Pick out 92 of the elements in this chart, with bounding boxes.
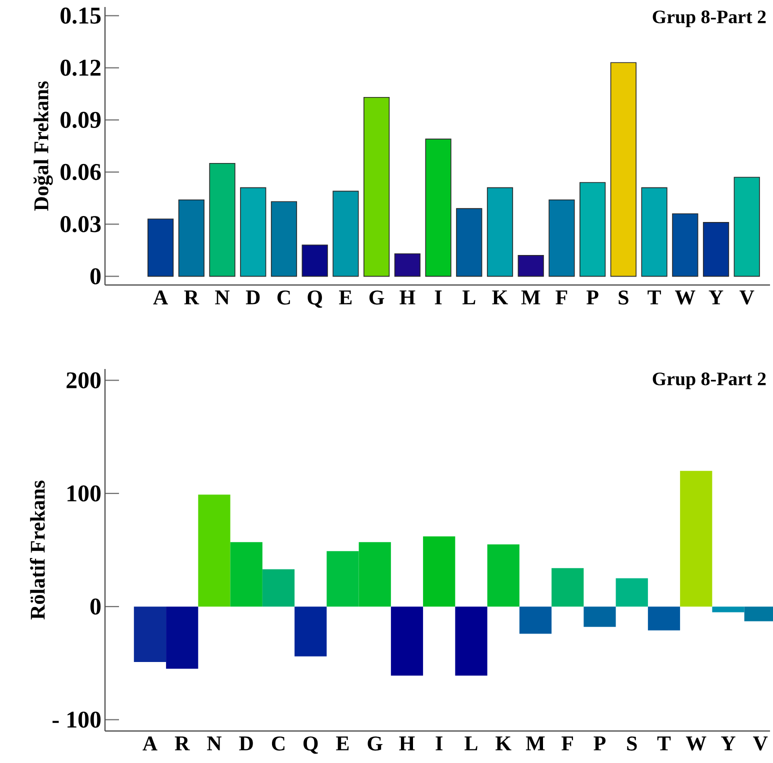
x-tick-label: L bbox=[464, 736, 478, 750]
y-axis-title: Rölatif Frekans bbox=[30, 480, 45, 620]
bar bbox=[147, 218, 174, 277]
chart-title: Grup 8-Part 2 bbox=[652, 10, 766, 28]
x-tick-label: C bbox=[277, 290, 290, 305]
y-tick-label: 0 bbox=[90, 268, 101, 284]
bar bbox=[294, 606, 327, 656]
y-tick-label: 200 bbox=[66, 372, 101, 388]
x-tick-label: A bbox=[142, 736, 158, 750]
bar bbox=[178, 199, 204, 277]
bar bbox=[358, 542, 391, 607]
x-tick-label: M bbox=[526, 736, 545, 750]
bar bbox=[262, 569, 295, 607]
x-tick-label: I bbox=[434, 290, 442, 304]
bar bbox=[616, 578, 648, 607]
y-axis-title: Doğal Frekans bbox=[33, 81, 53, 211]
bar bbox=[456, 208, 482, 277]
bar bbox=[486, 187, 514, 277]
x-tick-label: Y bbox=[721, 736, 736, 750]
bar bbox=[641, 187, 668, 277]
bar bbox=[166, 606, 198, 669]
bar bbox=[240, 187, 266, 277]
x-tick-label: E bbox=[339, 290, 352, 304]
x-tick-label: R bbox=[174, 736, 190, 750]
y-tick-label: 0.12 bbox=[60, 60, 100, 76]
bar bbox=[648, 606, 680, 630]
bar bbox=[326, 551, 359, 607]
bar bbox=[487, 544, 520, 607]
x-tick-label: C bbox=[272, 736, 284, 751]
x-tick-label: Q bbox=[308, 290, 322, 308]
x-tick-label: D bbox=[239, 736, 253, 750]
bar bbox=[610, 62, 636, 277]
bar bbox=[702, 222, 730, 277]
x-tick-label: G bbox=[368, 736, 382, 751]
bar bbox=[672, 213, 698, 277]
x-tick-label: V bbox=[753, 736, 768, 751]
bar bbox=[230, 542, 262, 607]
x-tick-label: W bbox=[686, 736, 706, 751]
y-tick-label: 0 bbox=[90, 598, 101, 615]
bar bbox=[364, 96, 390, 277]
y-tick-label: 0.06 bbox=[60, 164, 101, 180]
x-tick-label: I bbox=[436, 736, 442, 750]
y-tick-label: 0.03 bbox=[60, 216, 101, 232]
x-tick-label: V bbox=[740, 290, 754, 305]
x-tick-label: T bbox=[657, 736, 671, 750]
x-tick-label: A bbox=[153, 290, 168, 304]
x-tick-label: H bbox=[400, 290, 416, 304]
bar bbox=[134, 606, 166, 662]
bar bbox=[390, 606, 424, 676]
bar bbox=[209, 162, 236, 277]
bar bbox=[425, 138, 452, 277]
x-tick-label: S bbox=[627, 736, 637, 751]
bar bbox=[455, 606, 488, 676]
x-tick-label: K bbox=[492, 290, 508, 304]
bar bbox=[519, 606, 552, 634]
y-tick-label: 0.09 bbox=[60, 112, 101, 128]
bar bbox=[518, 255, 544, 277]
x-tick-label: Y bbox=[708, 290, 724, 304]
x-tick-label: E bbox=[336, 736, 349, 750]
x-tick-label: G bbox=[369, 290, 384, 305]
x-tick-label: F bbox=[562, 736, 574, 750]
y-tick-label: 0.15 bbox=[60, 8, 101, 24]
x-tick-label: P bbox=[594, 736, 606, 750]
bar bbox=[584, 606, 616, 627]
bar bbox=[734, 176, 760, 277]
x-tick-label: P bbox=[586, 290, 598, 304]
x-tick-label: N bbox=[215, 290, 230, 304]
x-tick-label: Q bbox=[303, 736, 318, 754]
y-tick-label: 100 bbox=[68, 485, 101, 502]
bar bbox=[552, 568, 584, 607]
x-tick-label: R bbox=[184, 290, 200, 304]
y-tick-label: - 100 bbox=[52, 712, 101, 728]
bar bbox=[270, 201, 298, 277]
x-tick-label: W bbox=[674, 290, 696, 305]
bar bbox=[423, 536, 456, 607]
x-tick-label: H bbox=[399, 736, 415, 750]
x-tick-label: N bbox=[207, 736, 222, 750]
bar bbox=[680, 470, 712, 607]
x-tick-label: K bbox=[496, 736, 512, 750]
x-tick-label: S bbox=[618, 290, 628, 305]
x-tick-label: L bbox=[462, 290, 476, 304]
bar bbox=[580, 182, 606, 277]
bar bbox=[548, 199, 575, 277]
bar bbox=[332, 190, 359, 277]
x-tick-label: M bbox=[521, 290, 540, 304]
bar bbox=[394, 253, 420, 277]
bar bbox=[198, 494, 230, 607]
bar bbox=[302, 244, 328, 277]
x-tick-label: D bbox=[246, 290, 260, 304]
chart-title: Grup 8-Part 2 bbox=[652, 372, 766, 390]
x-tick-label: T bbox=[648, 290, 661, 304]
x-tick-label: F bbox=[556, 290, 568, 304]
